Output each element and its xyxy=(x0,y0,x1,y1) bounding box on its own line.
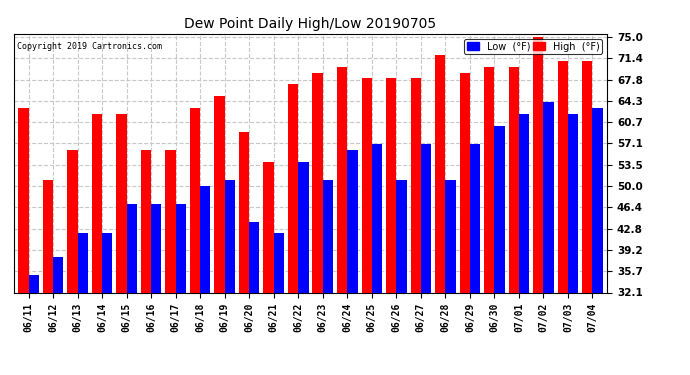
Bar xyxy=(386,78,396,292)
Bar xyxy=(533,37,544,292)
Bar xyxy=(18,108,28,292)
Bar xyxy=(225,180,235,292)
Bar xyxy=(445,180,455,292)
Bar xyxy=(28,275,39,292)
Bar xyxy=(362,78,372,292)
Bar xyxy=(460,72,470,292)
Bar xyxy=(582,61,593,292)
Bar xyxy=(558,61,568,292)
Bar xyxy=(141,150,151,292)
Text: Copyright 2019 Cartronics.com: Copyright 2019 Cartronics.com xyxy=(17,42,161,51)
Bar xyxy=(396,180,406,292)
Bar xyxy=(53,257,63,292)
Bar xyxy=(200,186,210,292)
Bar xyxy=(239,132,249,292)
Bar xyxy=(92,114,102,292)
Bar xyxy=(166,150,176,292)
Bar xyxy=(249,222,259,292)
Bar xyxy=(117,114,126,292)
Bar xyxy=(288,84,298,292)
Bar xyxy=(126,204,137,292)
Bar xyxy=(470,144,480,292)
Bar xyxy=(509,66,519,292)
Bar xyxy=(77,234,88,292)
Bar xyxy=(593,108,603,292)
Bar xyxy=(190,108,200,292)
Bar xyxy=(421,144,431,292)
Bar xyxy=(298,162,308,292)
Bar xyxy=(372,144,382,292)
Bar xyxy=(484,66,495,292)
Bar xyxy=(568,114,578,292)
Bar xyxy=(435,55,445,292)
Bar xyxy=(347,150,357,292)
Bar xyxy=(519,114,529,292)
Bar xyxy=(274,234,284,292)
Legend: Low  (°F), High  (°F): Low (°F), High (°F) xyxy=(464,39,602,54)
Bar xyxy=(337,66,347,292)
Title: Dew Point Daily High/Low 20190705: Dew Point Daily High/Low 20190705 xyxy=(184,17,437,31)
Bar xyxy=(67,150,77,292)
Bar xyxy=(215,96,225,292)
Bar xyxy=(43,180,53,292)
Bar xyxy=(544,102,554,292)
Bar xyxy=(411,78,421,292)
Bar xyxy=(323,180,333,292)
Bar xyxy=(264,162,274,292)
Bar xyxy=(176,204,186,292)
Bar xyxy=(151,204,161,292)
Bar xyxy=(313,72,323,292)
Bar xyxy=(102,234,112,292)
Bar xyxy=(495,126,504,292)
